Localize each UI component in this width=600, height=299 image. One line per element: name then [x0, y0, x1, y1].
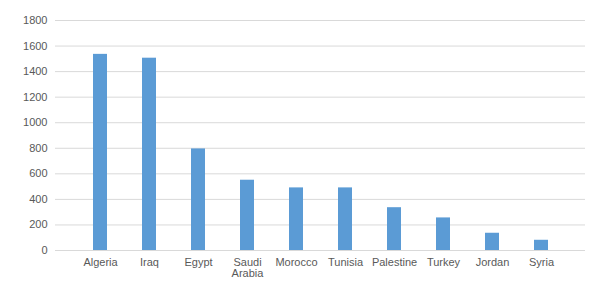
svg-text:Palestine: Palestine [372, 256, 417, 268]
svg-text:Syria: Syria [529, 256, 555, 268]
svg-text:Tunisia: Tunisia [328, 256, 364, 268]
svg-text:Algeria: Algeria [83, 256, 118, 268]
svg-text:Morocco: Morocco [275, 256, 317, 268]
svg-text:1200: 1200 [23, 91, 47, 103]
svg-text:Turkey: Turkey [427, 256, 461, 268]
svg-text:400: 400 [29, 193, 47, 205]
svg-text:Iraq: Iraq [140, 256, 159, 268]
svg-text:1600: 1600 [23, 40, 47, 52]
svg-text:1400: 1400 [23, 65, 47, 77]
svg-text:1000: 1000 [23, 116, 47, 128]
svg-text:SaudiArabia: SaudiArabia [232, 256, 265, 279]
svg-text:Jordan: Jordan [476, 256, 510, 268]
svg-text:Egypt: Egypt [184, 256, 212, 268]
svg-text:0: 0 [41, 244, 47, 256]
svg-text:200: 200 [29, 218, 47, 230]
svg-text:1800: 1800 [23, 14, 47, 26]
svg-text:800: 800 [29, 142, 47, 154]
svg-text:600: 600 [29, 167, 47, 179]
